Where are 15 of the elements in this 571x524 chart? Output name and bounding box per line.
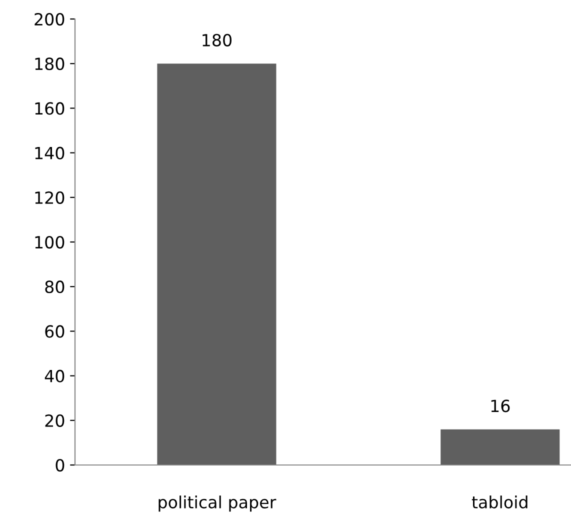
data-label: 180	[202, 34, 232, 46]
data-label: 16	[491, 400, 510, 412]
y-tick-label: 60	[45, 325, 64, 338]
y-tick-label: 0	[56, 458, 64, 472]
x-tick-label: political paper	[158, 496, 276, 512]
y-tick-label: 40	[44, 370, 64, 382]
y-tick-label: 200	[34, 12, 64, 26]
y-tick-label: 160	[35, 102, 64, 115]
y-tick-label: 80	[45, 280, 64, 294]
x-tick-label: tabloid	[472, 496, 528, 508]
y-tick-label: 100	[35, 236, 64, 249]
y-tick-label: 180	[35, 58, 64, 70]
y-tick-label: 120	[35, 191, 64, 204]
y-tick-label: 140	[35, 146, 64, 160]
y-tick-label: 20	[45, 414, 64, 427]
